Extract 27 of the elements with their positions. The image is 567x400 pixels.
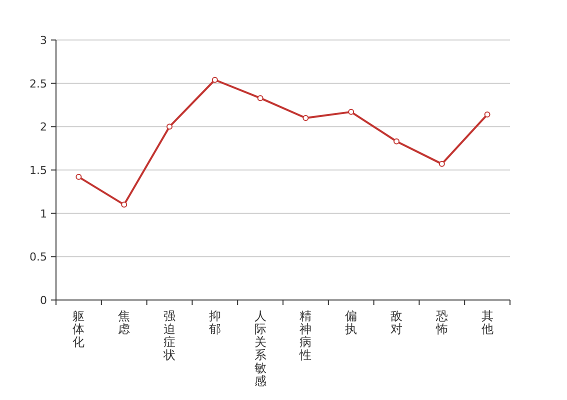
y-tick-label: 1.5 xyxy=(30,164,47,177)
point xyxy=(394,138,400,144)
y-tick-label: 1 xyxy=(40,207,47,220)
point xyxy=(76,174,82,180)
x-tick-label: 其他 xyxy=(481,309,494,336)
x-tick-label: 人际关系敏感 xyxy=(254,309,266,388)
x-tick-label: 抑郁 xyxy=(208,309,221,336)
point xyxy=(212,76,218,83)
point xyxy=(302,115,309,121)
point xyxy=(484,112,490,118)
x-tick-label: 敌对 xyxy=(390,309,402,336)
x-tick-label: 恐怖 xyxy=(434,309,448,336)
x-tick-label: 躯体化 xyxy=(72,309,85,349)
y-tick-label: 0 xyxy=(40,294,47,307)
y-tick-label: 0.5 xyxy=(30,250,47,264)
point xyxy=(257,95,264,102)
y-tick-label: 2 xyxy=(40,120,47,134)
point xyxy=(348,108,354,115)
x-tick-label: 强迫症状 xyxy=(162,309,176,362)
y-tick-label: 2.5 xyxy=(30,77,47,90)
point xyxy=(438,160,445,167)
y-tick-label: 3 xyxy=(40,34,47,47)
x-tick-label: 偏执 xyxy=(345,309,358,336)
point xyxy=(166,124,172,130)
x-tick-label: 焦虑 xyxy=(118,309,130,336)
point xyxy=(121,202,128,208)
x-tick-label: 精神病性 xyxy=(298,309,312,362)
